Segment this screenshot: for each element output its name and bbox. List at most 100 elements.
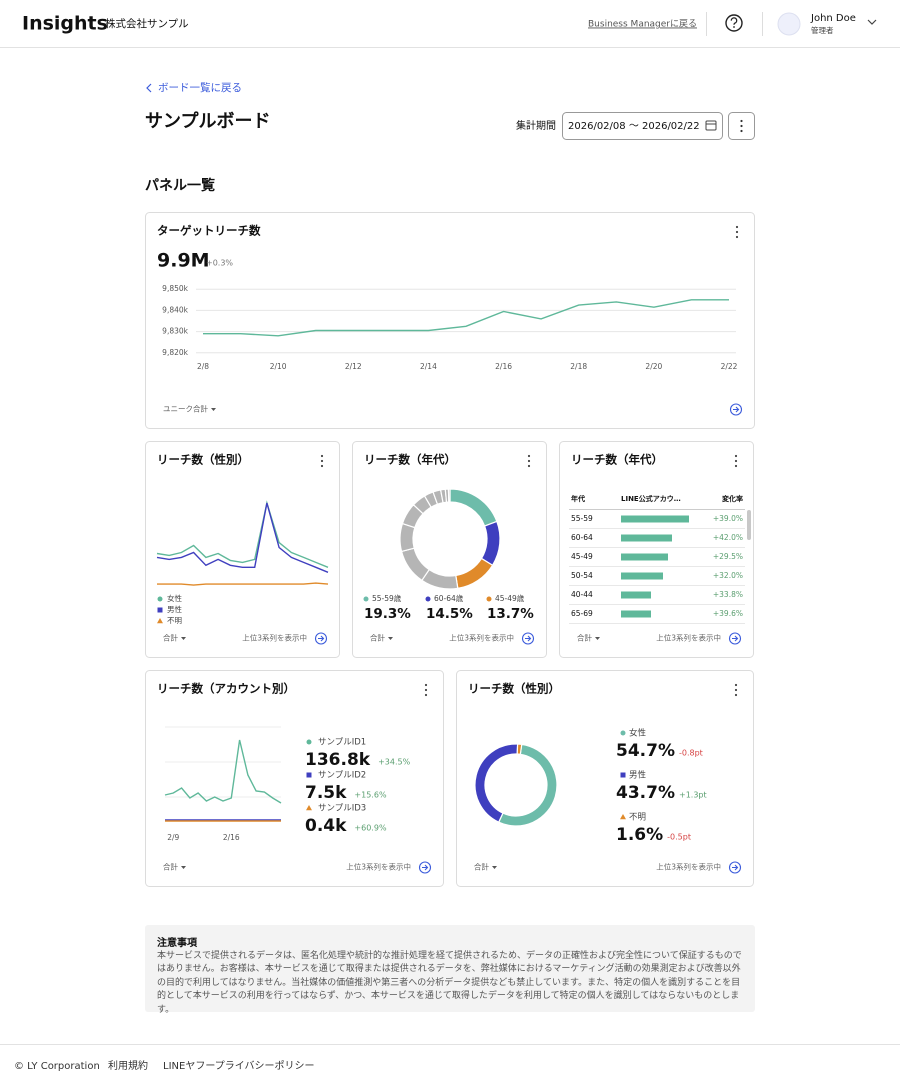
period[interactable]: 2026/02/08 〜 2026/02/22: [568, 121, 700, 132]
help-icon[interactable]: [725, 14, 743, 32]
footnote: 上位3系列を表示中: [656, 633, 721, 643]
dropdown-caret[interactable]: [181, 866, 186, 869]
kebab-dot[interactable]: [734, 693, 738, 697]
dropdown[interactable]: 合計: [163, 862, 178, 872]
user-name[interactable]: John Doe: [810, 13, 856, 24]
dropdown-caret[interactable]: [388, 637, 393, 640]
detail-button[interactable]: [521, 632, 535, 645]
dropdown[interactable]: 合計: [370, 633, 385, 643]
detail-button[interactable]: [728, 861, 742, 874]
detail-arrow[interactable]: [732, 635, 739, 642]
dropdown[interactable]: 合計: [474, 862, 489, 872]
kebab-dot[interactable]: [734, 683, 738, 687]
dropdown-caret[interactable]: [211, 408, 216, 411]
y-tick-label: 9,840k: [162, 305, 188, 314]
kebab-dot[interactable]: [734, 454, 738, 458]
reach-bar: [621, 610, 651, 618]
kebab-dot[interactable]: [734, 459, 738, 463]
value-label: 1.6%: [616, 825, 663, 845]
divider: [762, 12, 763, 36]
back-link[interactable]: ボード一覧に戻る: [158, 81, 242, 94]
dropdown-caret[interactable]: [595, 637, 600, 640]
legend-marker: [157, 596, 163, 602]
change-cell: +39.0%: [713, 514, 743, 523]
legend-marker: [620, 730, 626, 736]
kebab-dot[interactable]: [424, 683, 428, 687]
line-series: [156, 500, 329, 568]
calendar-icon[interactable]: [705, 120, 717, 131]
section-title: パネル一覧: [145, 177, 215, 194]
legend-label: 女性: [167, 593, 182, 603]
x-tick-label: 2/10: [270, 362, 287, 371]
panel-title: ターゲットリーチ数: [157, 224, 261, 238]
donut-segment: [447, 488, 451, 503]
detail-arrow[interactable]: [525, 635, 532, 642]
dropdown-caret[interactable]: [181, 637, 186, 640]
legend-marker: [363, 596, 369, 602]
dropdown-caret[interactable]: [492, 866, 497, 869]
kebab-dot[interactable]: [735, 230, 739, 234]
legend-label: 男性: [629, 770, 647, 781]
change-cell: +33.8%: [713, 590, 743, 599]
kebab-dot[interactable]: [424, 688, 428, 692]
legend-label: サンプルID3: [318, 804, 366, 814]
divider: [706, 12, 707, 36]
kebab-dot[interactable]: [320, 459, 324, 463]
logo[interactable]: Insights: [22, 13, 108, 35]
legend-label: サンプルID1: [318, 738, 366, 748]
user-menu-chevron[interactable]: [867, 19, 877, 25]
legend-marker: [425, 596, 431, 602]
age-cell: 50-54: [571, 571, 593, 580]
legend-label: 不明: [629, 813, 646, 823]
line-series: [157, 582, 329, 586]
x-tick-label: 2/20: [645, 362, 662, 371]
detail-arrow[interactable]: [732, 864, 739, 871]
donut-segment: [516, 743, 523, 755]
kebab-dot[interactable]: [735, 225, 739, 229]
legend-marker: [620, 814, 626, 820]
privacy-link[interactable]: LINEヤフープライバシーポリシー: [163, 1060, 315, 1072]
kebab-icon[interactable]: [740, 119, 743, 133]
age-cell: 45-49: [571, 552, 593, 561]
scrollbar[interactable]: [747, 510, 751, 540]
dropdown[interactable]: ユニーク合計: [163, 404, 208, 414]
detail-arrow[interactable]: [318, 635, 325, 642]
reach-bar: [621, 572, 663, 580]
value-change: -0.5pt: [667, 833, 691, 842]
kebab-dot[interactable]: [527, 454, 531, 458]
column-header: 年代: [571, 494, 585, 503]
footnote: 上位3系列を表示中: [656, 862, 721, 872]
footnote: 上位3系列を表示中: [242, 633, 307, 643]
detail-arrow[interactable]: [422, 864, 429, 871]
avatar[interactable]: [777, 12, 801, 36]
kebab-dot[interactable]: [320, 464, 324, 468]
date-picker[interactable]: [562, 112, 723, 140]
terms-link[interactable]: 利用規約: [108, 1059, 148, 1072]
detail-button[interactable]: [314, 632, 328, 645]
dropdown[interactable]: 合計: [577, 633, 592, 643]
detail-button[interactable]: [728, 632, 742, 645]
legend-marker: [157, 607, 163, 613]
panel: [456, 670, 754, 887]
kebab-dot[interactable]: [527, 464, 531, 468]
kebab-dot[interactable]: [734, 688, 738, 692]
back-chevron[interactable]: [146, 83, 152, 93]
detail-arrow[interactable]: [733, 406, 740, 413]
detail-button[interactable]: [729, 403, 743, 416]
legend-label: 不明: [167, 616, 182, 625]
legend-marker: [306, 739, 312, 745]
dropdown[interactable]: 合計: [163, 633, 178, 643]
panel: [352, 441, 547, 658]
kebab-dot[interactable]: [527, 459, 531, 463]
kebab-dot[interactable]: [320, 454, 324, 458]
x-tick-label: 2/12: [345, 362, 362, 371]
kebab-dot[interactable]: [424, 693, 428, 697]
change-cell: +39.6%: [713, 609, 743, 618]
kebab-dot[interactable]: [734, 464, 738, 468]
business-manager-link[interactable]: Business Managerに戻る: [588, 19, 697, 30]
x-tick-label: 2/18: [570, 362, 587, 371]
metric-change: +0.3%: [206, 259, 233, 268]
detail-button[interactable]: [418, 861, 432, 874]
legend-label: 男性: [167, 604, 182, 614]
kebab-dot[interactable]: [735, 235, 739, 239]
